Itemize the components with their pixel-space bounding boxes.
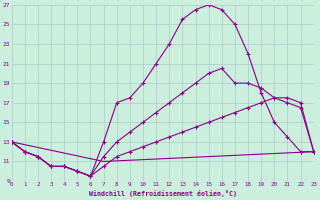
X-axis label: Windchill (Refroidissement éolien,°C): Windchill (Refroidissement éolien,°C): [89, 190, 237, 197]
